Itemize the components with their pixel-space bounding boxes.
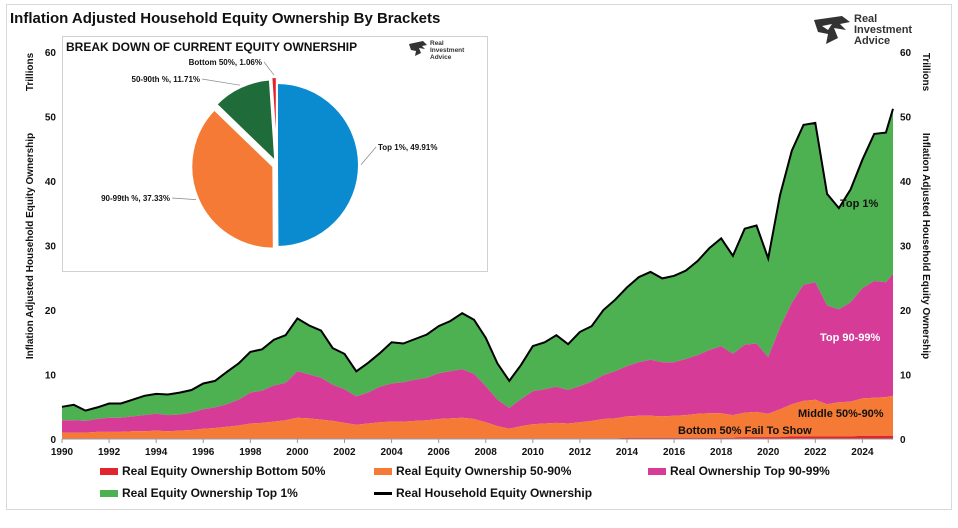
annotation-bottom-50: Bottom 50% Fail To Show: [678, 425, 812, 437]
x-tick-label: 1994: [145, 447, 168, 458]
x-tick-label: 1998: [239, 447, 262, 458]
y-axis-units-right: Trillions: [920, 53, 931, 92]
x-tick-label: 2004: [380, 447, 403, 458]
x-tick-label: 2014: [616, 447, 639, 458]
brand-logo: Real Investment Advice: [812, 14, 932, 48]
inset-logo-line1: Real: [430, 40, 444, 47]
annotation-top-90-99: Top 90-99%: [820, 332, 881, 344]
area-series-real-equity-ownership-top-1-: [62, 108, 893, 421]
x-tick-label: 1990: [51, 447, 74, 458]
legend-swatch: [100, 468, 118, 475]
y-axis-label-right: Inflation Adjusted Household Equity Owne…: [920, 133, 931, 359]
y-tick-right: 30: [900, 242, 912, 253]
y-tick-left: 50: [45, 113, 57, 124]
pie-leader-line: [263, 61, 275, 76]
pie-slice-label: 50-90th %, 11.71%: [132, 75, 200, 84]
legend-swatch: [648, 468, 666, 475]
x-tick-label: 2018: [710, 447, 733, 458]
pie-leader-line: [360, 146, 377, 165]
x-tick-label: 2016: [663, 447, 686, 458]
logo-line2: Investment: [854, 24, 913, 36]
x-tick-label: 1992: [98, 447, 121, 458]
pie-leader-line: [171, 197, 197, 200]
x-tick-label: 2008: [475, 447, 498, 458]
legend-label: Real Equity Ownership 50-90%: [396, 464, 572, 478]
x-tick-label: 2010: [522, 447, 545, 458]
line-series-total-household-equity: [61, 108, 894, 412]
pie-slice-label: Bottom 50%, 1.06%: [189, 58, 262, 67]
pie-title: BREAK DOWN OF CURRENT EQUITY OWNERSHIP: [66, 40, 358, 54]
y-tick-right: 0: [900, 435, 906, 446]
y-tick-right: 50: [900, 113, 912, 124]
x-tick-label: 2000: [286, 447, 309, 458]
legend-swatch: [374, 492, 392, 495]
x-tick-label: 2006: [428, 447, 451, 458]
logo-line1: Real: [854, 13, 878, 25]
annotation-top-1: Top 1%: [840, 198, 879, 210]
x-tick-label: 1996: [192, 447, 215, 458]
eagle-head-icon: [409, 41, 427, 56]
x-tick-label: 2002: [333, 447, 356, 458]
legend-label: Real Equity Ownership Bottom 50%: [122, 464, 326, 478]
chart-title: Inflation Adjusted Household Equity Owne…: [10, 10, 441, 27]
legend-label: Real Ownership Top 90-99%: [670, 464, 830, 478]
y-axis-label-left: Inflation Adjusted Household Equity Owne…: [25, 133, 36, 359]
x-tick-label: 2024: [851, 447, 874, 458]
pie-slice-2: [214, 78, 277, 164]
x-tick-label: 2022: [804, 447, 827, 458]
y-tick-right: 60: [900, 48, 912, 59]
annotation-middle-50-90: Middle 50%-90%: [798, 408, 884, 420]
legend-label: Real Household Equity Ownership: [396, 486, 593, 500]
inset-logo-line3: Advice: [430, 54, 452, 61]
pie-slice-label: 90-99th %, 37.33%: [101, 194, 170, 203]
y-tick-left: 20: [45, 306, 57, 317]
logo-line3: Advice: [854, 35, 891, 47]
pie-slice-3: [270, 76, 278, 160]
y-tick-left: 10: [45, 371, 57, 382]
y-axis-units-left: Trillions: [25, 52, 36, 91]
y-tick-right: 20: [900, 306, 912, 317]
y-tick-left: 0: [50, 435, 56, 446]
pie-slice-label: Top 1%, 49.91%: [378, 143, 437, 152]
inset-logo-line2: Investment: [430, 47, 465, 54]
legend-swatch: [374, 468, 392, 475]
eagle-head-icon: [814, 16, 850, 44]
pie-slice-1: [190, 108, 275, 250]
x-tick-label: 2020: [757, 447, 780, 458]
y-tick-right: 10: [900, 371, 912, 382]
legend-label: Real Equity Ownership Top 1%: [122, 486, 298, 500]
x-tick-label: 2012: [569, 447, 592, 458]
pie-leader-line: [201, 78, 241, 86]
y-tick-left: 40: [45, 177, 57, 188]
area-series-real-equity-ownership-bottom-50-: [62, 435, 893, 439]
y-tick-left: 30: [45, 242, 57, 253]
pie-slice-0: [276, 81, 361, 249]
area-series-real-ownership-top-90-99-: [62, 273, 893, 433]
inset-brand-logo: Real Investment Advice: [408, 40, 478, 66]
area-series-real-equity-ownership-50-90-: [62, 395, 893, 439]
y-tick-right: 40: [900, 177, 912, 188]
y-tick-left: 60: [45, 48, 57, 59]
legend-swatch: [100, 490, 118, 497]
